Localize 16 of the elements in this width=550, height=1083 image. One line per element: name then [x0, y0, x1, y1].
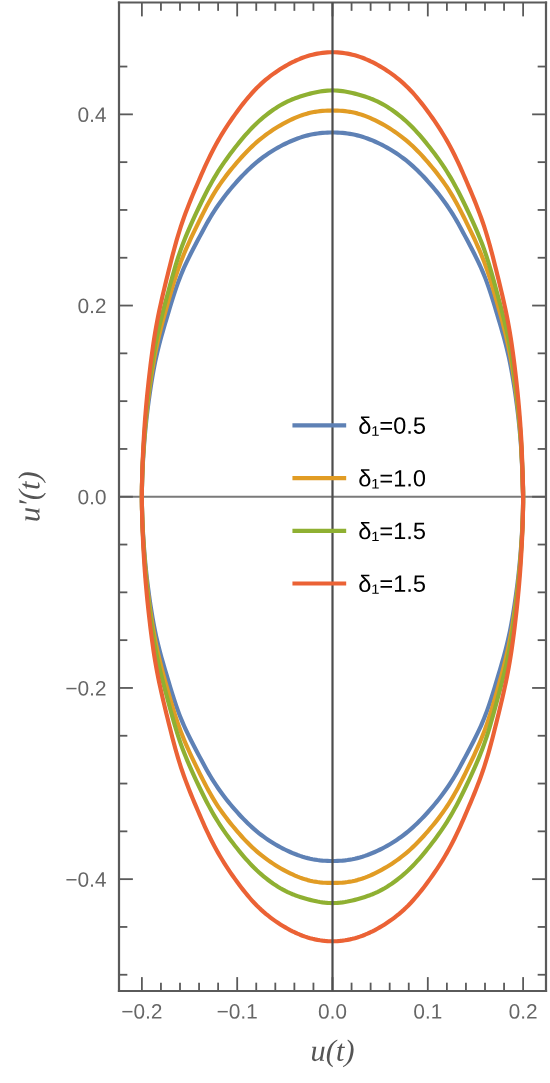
y-tick-label: 0.2 — [78, 298, 106, 314]
legend-label: δ₁=1.5 — [359, 521, 425, 542]
x-tick-label: −0.2 — [122, 1004, 162, 1019]
y-tick-label: −0.2 — [66, 680, 106, 696]
x-tick-label: 0.2 — [509, 1004, 537, 1019]
x-tick-label: 0.0 — [318, 1004, 347, 1019]
x-tick-label: −0.1 — [217, 1004, 257, 1019]
legend-label: δ₁=1.5 — [359, 574, 425, 594]
legend-label: δ₁=1.0 — [359, 469, 426, 489]
x-tick-label: 0.1 — [414, 1004, 442, 1019]
y-tick-label: 0.4 — [78, 107, 106, 123]
y-tick-label: −0.4 — [66, 872, 106, 887]
legend-label: δ₁=0.5 — [359, 416, 425, 436]
x-axis-title: u(t) — [311, 1039, 354, 1068]
y-tick-label: 0.0 — [78, 489, 106, 505]
y-axis-title: u′(t) — [18, 472, 46, 521]
